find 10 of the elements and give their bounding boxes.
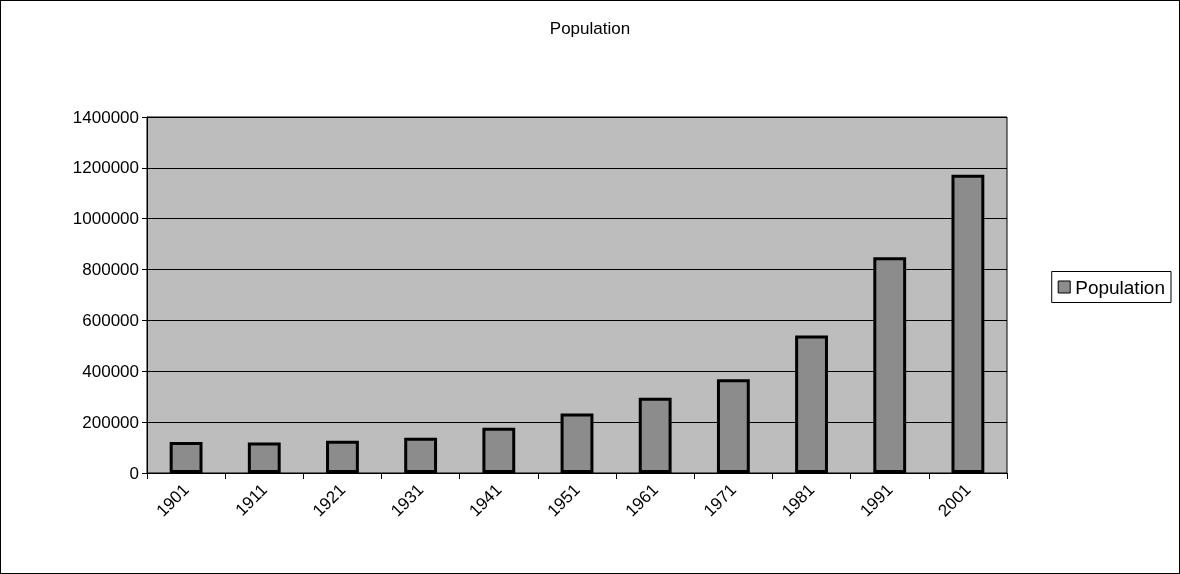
y-tick-label: 1200000 [72, 158, 139, 178]
y-tick-label: 0 [129, 463, 139, 483]
y-tick-label: 1400000 [72, 107, 139, 127]
y-tick-label: 800000 [82, 260, 139, 280]
y-tick-label: 200000 [82, 412, 139, 432]
legend-label: Population [1075, 276, 1165, 298]
y-tick-label: 400000 [82, 361, 139, 381]
chart-title: Population [549, 19, 631, 38]
y-tick-label: 600000 [82, 310, 139, 330]
y-tick-label: 1000000 [72, 209, 139, 229]
